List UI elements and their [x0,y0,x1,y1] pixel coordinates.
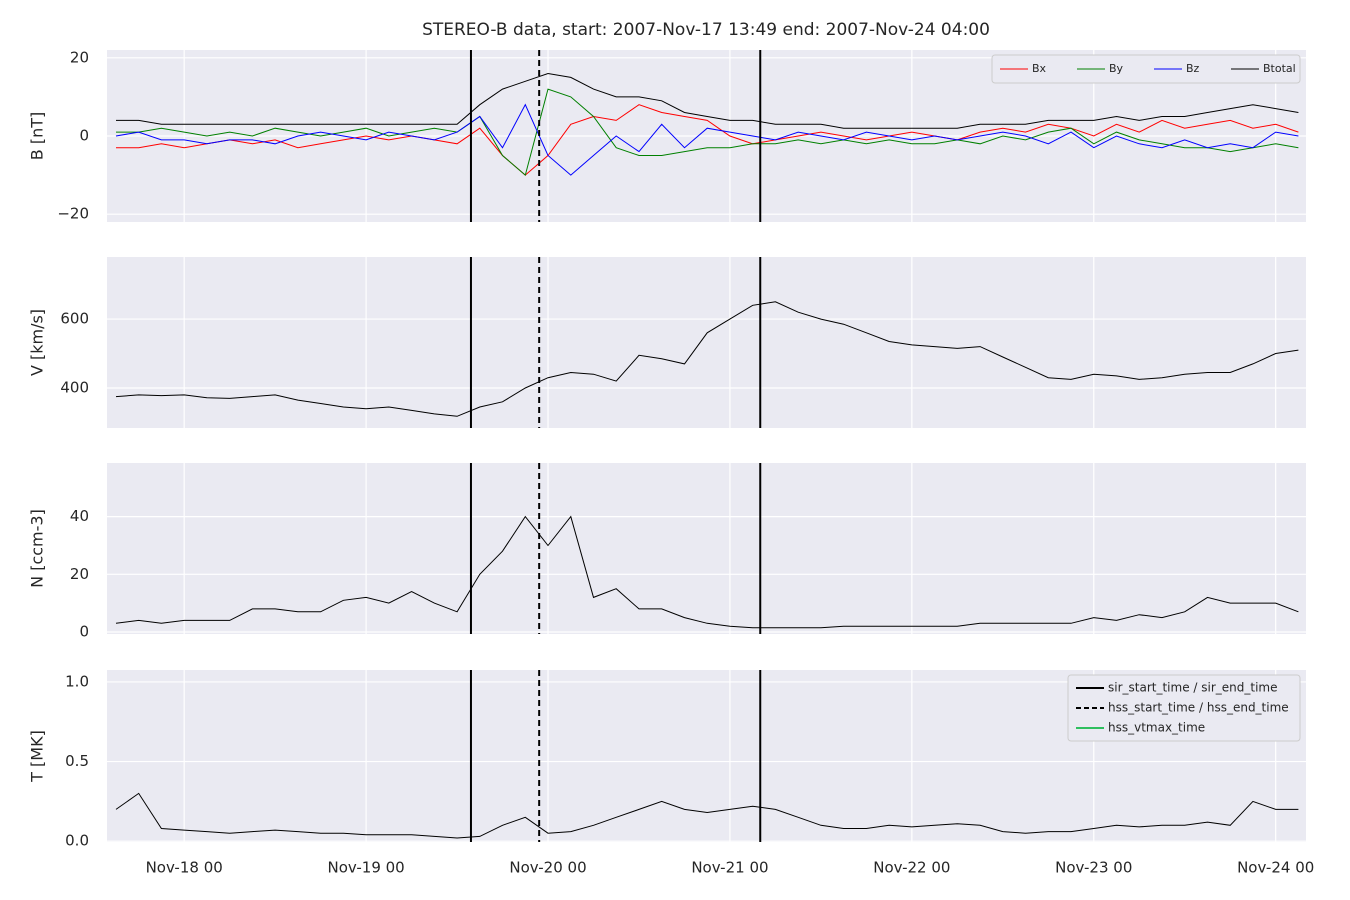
data-line [115,515,1299,629]
data-line [115,301,1299,417]
y-tick-label: −20 [57,205,89,223]
data-line [116,72,1299,129]
y-axis-label: T [MK] [28,730,47,783]
x-tick-label: Nov-24 00 [1237,859,1314,877]
legend-label: Bz [1186,62,1200,75]
legend-box [991,54,1301,84]
x-tick-label: Nov-22 00 [873,859,950,877]
data-line [116,88,1299,176]
x-tick-label: Nov-21 00 [691,859,768,877]
series-group [115,301,1299,417]
legend-label: Btotal [1263,62,1296,75]
x-tick-label: Nov-20 00 [509,859,586,877]
legend-label: hss_vtmax_time [1108,721,1205,735]
data-line [116,104,1299,176]
y-tick-label: 400 [60,379,89,397]
series-group [115,72,1299,176]
x-tick-label: Nov-19 00 [327,859,404,877]
x-tick-label: Nov-23 00 [1055,859,1132,877]
data-line [115,103,1299,176]
y-tick-label: 1.0 [65,672,89,690]
x-tick-label: Nov-18 00 [146,859,223,877]
y-axis-label: V [km/s] [28,309,47,376]
y-tick-label: 20 [70,48,89,66]
legend-box [1067,674,1301,742]
series-group [115,792,1299,839]
y-tick-label: 20 [70,565,89,583]
y-axis-label: B [nT] [28,112,47,160]
y-tick-label: 0.0 [65,832,89,850]
legend-label: By [1109,62,1124,75]
y-tick-label: 600 [60,310,89,328]
y-tick-label: 40 [70,507,89,525]
series-group [115,515,1299,629]
plot-background [107,257,1306,428]
y-tick-label: 0 [79,127,89,145]
legend-label: sir_start_time / sir_end_time [1108,681,1278,695]
y-axis-label: N [ccm-3] [28,509,47,588]
plot-background [107,463,1306,634]
legend-label: Bx [1032,62,1047,75]
legend-label: hss_start_time / hss_end_time [1108,701,1289,715]
data-line [115,792,1299,839]
y-tick-label: 0.5 [65,752,89,770]
chart-title: STEREO-B data, start: 2007-Nov-17 13:49 … [422,20,990,40]
y-tick-label: 0 [79,622,89,640]
